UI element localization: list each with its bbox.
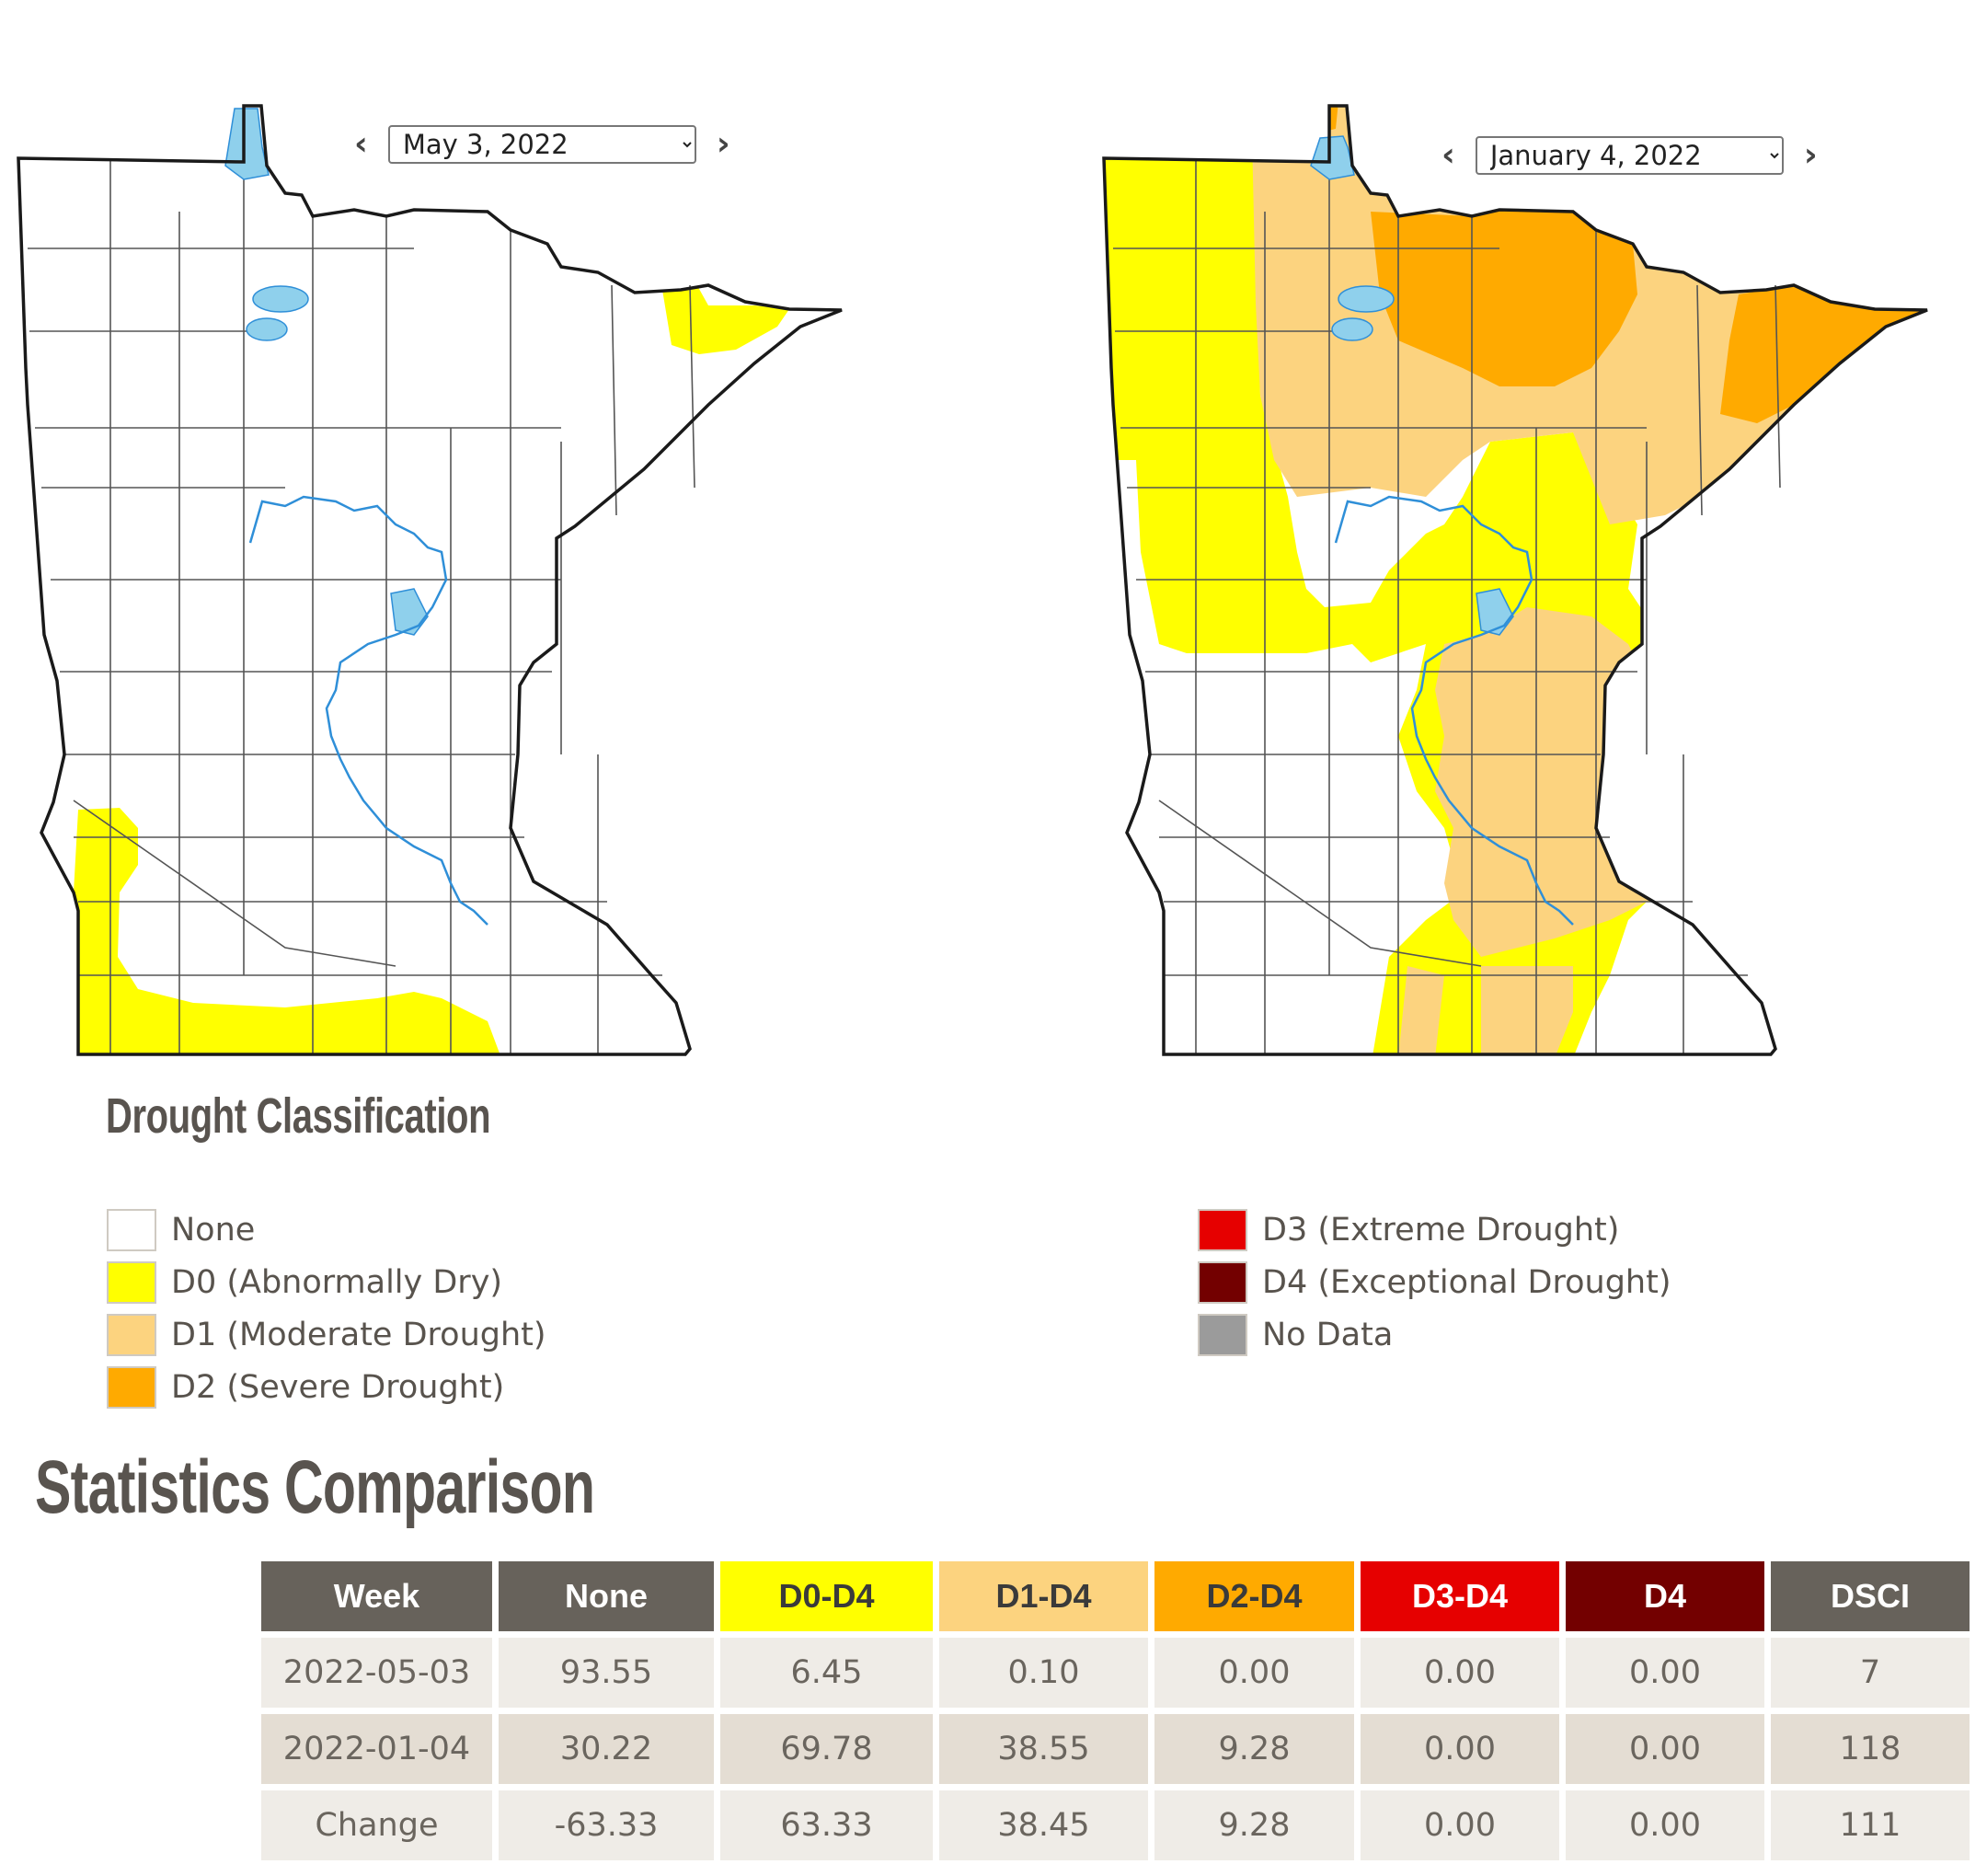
cell-dsci: 118 [1771, 1714, 1970, 1784]
lakes-right [1310, 135, 1514, 636]
cell-week: 2022-05-03 [261, 1638, 492, 1708]
table-row: 2022-01-04 30.22 69.78 38.55 9.28 0.00 0… [261, 1714, 1970, 1784]
cell-d0-d4: 63.33 [720, 1790, 933, 1860]
table-row: Change -63.33 63.33 38.45 9.28 0.00 0.00… [261, 1790, 1970, 1860]
legend-item-d0: D0 (Abnormally Dry) [107, 1256, 546, 1308]
cell-d3-d4: 0.00 [1361, 1790, 1559, 1860]
legend-label: D3 (Extreme Drought) [1262, 1211, 1620, 1249]
header-none: None [499, 1561, 714, 1631]
swatch-d0 [107, 1260, 156, 1304]
swatch-none [107, 1208, 156, 1251]
legend-item-no-data: No Data [1198, 1308, 1671, 1361]
state-outline-right [1102, 104, 1928, 1056]
date-select-right[interactable]: January 4, 2022 [1475, 136, 1784, 175]
cell-d3-d4: 0.00 [1361, 1638, 1559, 1708]
cell-d1-d4: 38.55 [939, 1714, 1148, 1784]
cell-d1-d4: 0.10 [939, 1638, 1148, 1708]
header-d4: D4 [1566, 1561, 1764, 1631]
legend-label: No Data [1262, 1316, 1394, 1353]
mississippi-river-right [1334, 495, 1574, 926]
header-d0-d4: D0-D4 [720, 1561, 933, 1631]
cell-week: Change [261, 1790, 492, 1860]
lakes [224, 108, 429, 636]
cell-none: 93.55 [499, 1638, 714, 1708]
d1-region-south [1481, 966, 1573, 1054]
d2-region-arrowhead [1720, 285, 1927, 423]
header-week: Week [261, 1561, 492, 1631]
legend-column-1: None D0 (Abnormally Dry) D1 (Moderate Dr… [107, 1203, 546, 1413]
chevron-right-icon[interactable]: › [716, 125, 730, 163]
d1-small-southwest [1398, 966, 1444, 1054]
swatch-no-data [1198, 1313, 1247, 1356]
cell-d2-d4: 9.28 [1154, 1790, 1354, 1860]
date-nav-left: ‹ May 3, 2022 › [354, 125, 730, 164]
d2-region-north [1371, 210, 1637, 386]
swatch-d1 [107, 1313, 156, 1356]
legend-label: D0 (Abnormally Dry) [171, 1263, 503, 1301]
cell-d4: 0.00 [1566, 1790, 1764, 1860]
drought-map-january-2022 [1102, 104, 1928, 1056]
cell-d0-d4: 69.78 [720, 1714, 933, 1784]
legend-label: D2 (Severe Drought) [171, 1368, 505, 1406]
legend-item-d2: D2 (Severe Drought) [107, 1361, 546, 1413]
cell-dsci: 7 [1771, 1638, 1970, 1708]
legend-title: Drought Classification [106, 1088, 491, 1144]
legend-item-d4: D4 (Exceptional Drought) [1198, 1256, 1671, 1308]
table-row: 2022-05-03 93.55 6.45 0.10 0.00 0.00 0.0… [261, 1638, 1970, 1708]
mississippi-river [248, 495, 488, 926]
d0-region-northeast [662, 281, 789, 354]
cell-d3-d4: 0.00 [1361, 1714, 1559, 1784]
cell-d2-d4: 0.00 [1154, 1638, 1354, 1708]
legend-item-d1: D1 (Moderate Drought) [107, 1308, 546, 1361]
cell-d1-d4: 38.45 [939, 1790, 1148, 1860]
drought-map-may-2022 [17, 104, 843, 1056]
legend-label: D4 (Exceptional Drought) [1262, 1263, 1671, 1301]
cell-d2-d4: 9.28 [1154, 1714, 1354, 1784]
statistics-table: Week None D0-D4 D1-D4 D2-D4 D3-D4 D4 DSC… [255, 1555, 1976, 1867]
chevron-left-icon[interactable]: ‹ [354, 125, 368, 163]
header-d2-d4: D2-D4 [1154, 1561, 1354, 1631]
cell-d4: 0.00 [1566, 1714, 1764, 1784]
swatch-d3 [1198, 1208, 1247, 1251]
cell-none: 30.22 [499, 1714, 714, 1784]
cell-week: 2022-01-04 [261, 1714, 492, 1784]
cell-d4: 0.00 [1566, 1638, 1764, 1708]
table-header-row: Week None D0-D4 D1-D4 D2-D4 D3-D4 D4 DSC… [261, 1561, 1970, 1631]
date-select-left[interactable]: May 3, 2022 [387, 125, 696, 164]
d0-region-south [64, 808, 501, 1054]
date-nav-right: ‹ January 4, 2022 › [1441, 136, 1818, 175]
header-d3-d4: D3-D4 [1361, 1561, 1559, 1631]
header-dsci: DSCI [1771, 1561, 1970, 1631]
county-lines [28, 158, 695, 1054]
cell-dsci: 111 [1771, 1790, 1970, 1860]
legend-item-d3: D3 (Extreme Drought) [1198, 1203, 1671, 1256]
swatch-d2 [107, 1365, 156, 1409]
statistics-title: Statistics Comparison [35, 1445, 595, 1529]
chevron-left-icon[interactable]: ‹ [1441, 136, 1455, 174]
county-lines-right [1113, 158, 1781, 1054]
legend-label: None [171, 1211, 256, 1249]
legend-item-none: None [107, 1203, 546, 1256]
header-d1-d4: D1-D4 [939, 1561, 1148, 1631]
legend-column-2: D3 (Extreme Drought) D4 (Exceptional Dro… [1198, 1203, 1671, 1361]
cell-d0-d4: 6.45 [720, 1638, 933, 1708]
legend-label: D1 (Moderate Drought) [171, 1316, 546, 1353]
swatch-d4 [1198, 1260, 1247, 1304]
chevron-right-icon[interactable]: › [1803, 136, 1818, 174]
cell-none: -63.33 [499, 1790, 714, 1860]
state-outline [17, 104, 843, 1056]
